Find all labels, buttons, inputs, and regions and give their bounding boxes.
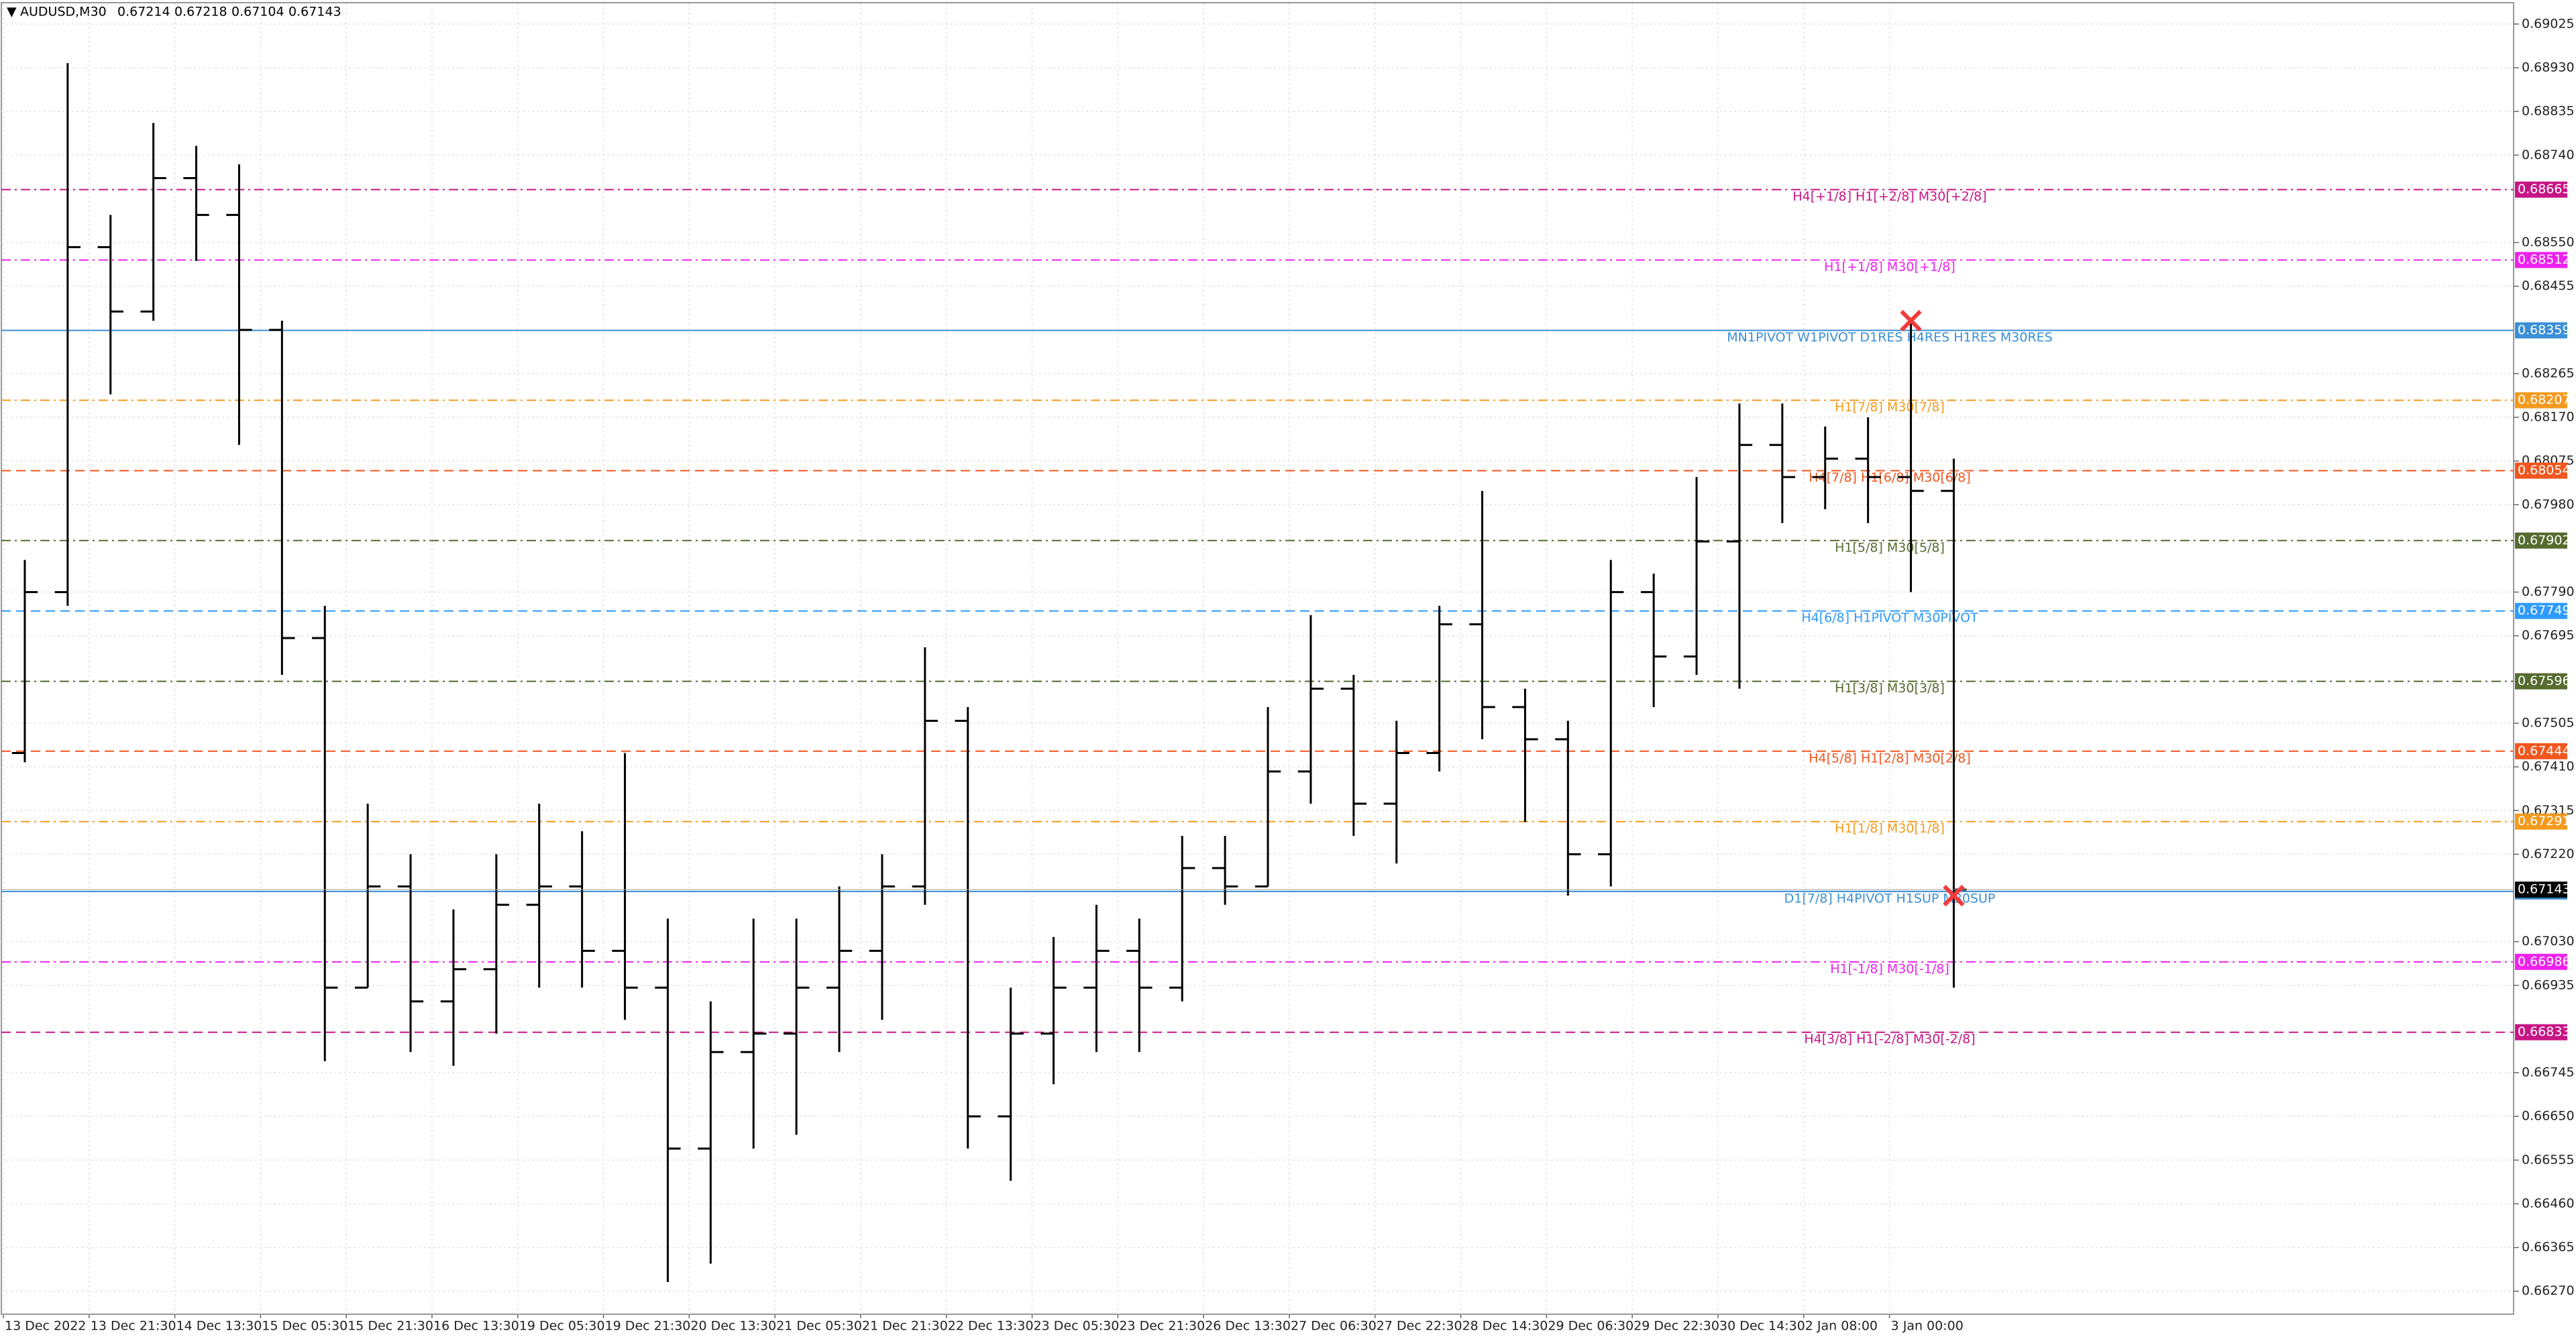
x-tick-label: 13 Dec 21:30 bbox=[91, 1319, 176, 1334]
x-tick-label: 14 Dec 13:30 bbox=[176, 1319, 262, 1334]
y-tick-label: 0.67505 bbox=[2522, 715, 2575, 730]
level-price: 0.67596 bbox=[2518, 674, 2571, 688]
x-tick-label: 29 Dec 22:30 bbox=[1633, 1319, 1719, 1334]
y-tick-label: 0.67980 bbox=[2522, 497, 2575, 512]
level-price-box bbox=[2515, 462, 2567, 479]
x-tick-label: 3 Jan 00:00 bbox=[1891, 1319, 1964, 1334]
y-tick-label: 0.68835 bbox=[2522, 104, 2575, 119]
x-tick-label: 13 Dec 2022 bbox=[5, 1319, 86, 1334]
x-tick-label: 30 Dec 14:30 bbox=[1719, 1319, 1805, 1334]
x-tick-label: 2 Jan 08:00 bbox=[1805, 1319, 1878, 1334]
y-tick-label: 0.68550 bbox=[2522, 235, 2575, 250]
level-price-box bbox=[2515, 743, 2567, 759]
level-price: 0.67291 bbox=[2518, 814, 2571, 828]
level-price: 0.68665 bbox=[2518, 182, 2571, 197]
x-tick-label: 21 Dec 21:30 bbox=[862, 1319, 948, 1334]
y-tick-label: 0.67695 bbox=[2522, 628, 2575, 643]
x-tick-label: 21 Dec 05:30 bbox=[776, 1319, 862, 1334]
level-label: H1[+1/8] M30[+1/8] bbox=[1824, 260, 1955, 274]
x-tick-label: 19 Dec 21:30 bbox=[605, 1319, 691, 1334]
y-tick-label: 0.67410 bbox=[2522, 759, 2575, 774]
level-label: H4[7/8] H1[6/8] M30[6/8] bbox=[1809, 470, 1971, 485]
x-tick-label: 28 Dec 14:30 bbox=[1462, 1319, 1548, 1334]
level-label: H1[1/8] M30[1/8] bbox=[1835, 821, 1945, 836]
x-tick-label: 29 Dec 06:30 bbox=[1548, 1319, 1633, 1334]
y-tick-label: 0.66745 bbox=[2522, 1065, 2575, 1080]
y-tick-label: 0.66650 bbox=[2522, 1109, 2575, 1124]
current-price-box bbox=[2515, 881, 2567, 898]
level-price: 0.68054 bbox=[2518, 463, 2571, 478]
header-price: 0.67104 bbox=[231, 5, 284, 19]
level-label: H4[+1/8] H1[+2/8] M30[+2/8] bbox=[1792, 189, 1986, 204]
level-label: H1[-1/8] M30[-1/8] bbox=[1830, 961, 1949, 976]
level-label: D1[7/8] H4PIVOT H1SUP M30SUP bbox=[1784, 891, 1996, 906]
level-label: H1[7/8] M30[7/8] bbox=[1835, 400, 1945, 415]
level-price: 0.68512 bbox=[2518, 252, 2571, 267]
header-arrow: ▼ bbox=[7, 5, 17, 19]
level-label: H4[3/8] H1[-2/8] M30[-2/8] bbox=[1804, 1032, 1975, 1047]
level-price-box bbox=[2515, 953, 2567, 970]
x-tick-label: 27 Dec 22:30 bbox=[1377, 1319, 1462, 1334]
header-price: 0.67214 bbox=[117, 5, 170, 19]
level-label: H4[5/8] H1[2/8] M30[2/8] bbox=[1809, 751, 1971, 765]
level-price: 0.66986 bbox=[2518, 954, 2571, 969]
level-price: 0.67444 bbox=[2518, 743, 2571, 758]
y-tick-label: 0.66555 bbox=[2522, 1153, 2575, 1167]
level-price-box bbox=[2515, 392, 2567, 409]
symbol: AUDUSD,M30 bbox=[20, 5, 107, 19]
level-price-box bbox=[2515, 602, 2567, 619]
y-tick-label: 0.66935 bbox=[2522, 977, 2575, 992]
level-price: 0.68207 bbox=[2518, 392, 2571, 407]
x-tick-label: 27 Dec 06:30 bbox=[1291, 1319, 1377, 1334]
level-price-box bbox=[2515, 322, 2567, 339]
y-tick-label: 0.66365 bbox=[2522, 1240, 2575, 1254]
y-tick-label: 0.68170 bbox=[2522, 410, 2575, 425]
level-price-box bbox=[2515, 1024, 2567, 1040]
x-tick-label: 20 Dec 13:30 bbox=[690, 1319, 776, 1334]
plot-frame bbox=[1, 2, 2514, 1315]
level-price: 0.67749 bbox=[2518, 603, 2571, 618]
x-tick-label: 26 Dec 13:30 bbox=[1205, 1319, 1291, 1334]
x-tick-label: 15 Dec 05:30 bbox=[262, 1319, 347, 1334]
level-price-box bbox=[2515, 181, 2567, 198]
level-label: H1[3/8] M30[3/8] bbox=[1835, 681, 1945, 696]
y-tick-label: 0.66270 bbox=[2522, 1283, 2575, 1298]
level-price: 0.66833 bbox=[2518, 1024, 2571, 1039]
y-tick-label: 0.68930 bbox=[2522, 60, 2575, 74]
y-tick-label: 0.67790 bbox=[2522, 584, 2575, 599]
current-price: 0.67143 bbox=[2518, 882, 2571, 897]
level-price-box bbox=[2515, 813, 2567, 830]
x-tick-label: 19 Dec 05:30 bbox=[519, 1319, 605, 1334]
level-price-box bbox=[2515, 532, 2567, 549]
x-tick-label: 16 Dec 13:30 bbox=[433, 1319, 519, 1334]
y-tick-label: 0.66460 bbox=[2522, 1196, 2575, 1211]
x-tick-label: 23 Dec 21:30 bbox=[1119, 1319, 1205, 1334]
y-tick-label: 0.68740 bbox=[2522, 148, 2575, 162]
level-price-box bbox=[2515, 252, 2567, 268]
y-tick-label: 0.69025 bbox=[2522, 16, 2575, 31]
y-tick-label: 0.67220 bbox=[2522, 847, 2575, 861]
x-tick-label: 22 Dec 13:30 bbox=[948, 1319, 1034, 1334]
marker bbox=[1943, 884, 1965, 907]
level-price: 0.68359 bbox=[2518, 323, 2571, 337]
y-tick-label: 0.68455 bbox=[2522, 278, 2575, 293]
y-tick-label: 0.68265 bbox=[2522, 366, 2575, 380]
level-price: 0.67902 bbox=[2518, 533, 2571, 547]
level-label: MN1PIVOT W1PIVOT D1RES H4RES H1RES M30RE… bbox=[1727, 330, 2052, 345]
x-tick-label: 23 Dec 05:30 bbox=[1034, 1319, 1120, 1334]
x-tick-label: 15 Dec 21:30 bbox=[347, 1319, 433, 1334]
header-price: 0.67218 bbox=[174, 5, 227, 19]
marker bbox=[1900, 309, 1922, 332]
header-price: 0.67143 bbox=[288, 5, 341, 19]
level-label: H1[5/8] M30[5/8] bbox=[1835, 540, 1945, 555]
y-tick-label: 0.67030 bbox=[2522, 934, 2575, 949]
level-label: H4[6/8] H1PIVOT M30PIVOT bbox=[1801, 610, 1978, 625]
level-price-box bbox=[2515, 673, 2567, 690]
